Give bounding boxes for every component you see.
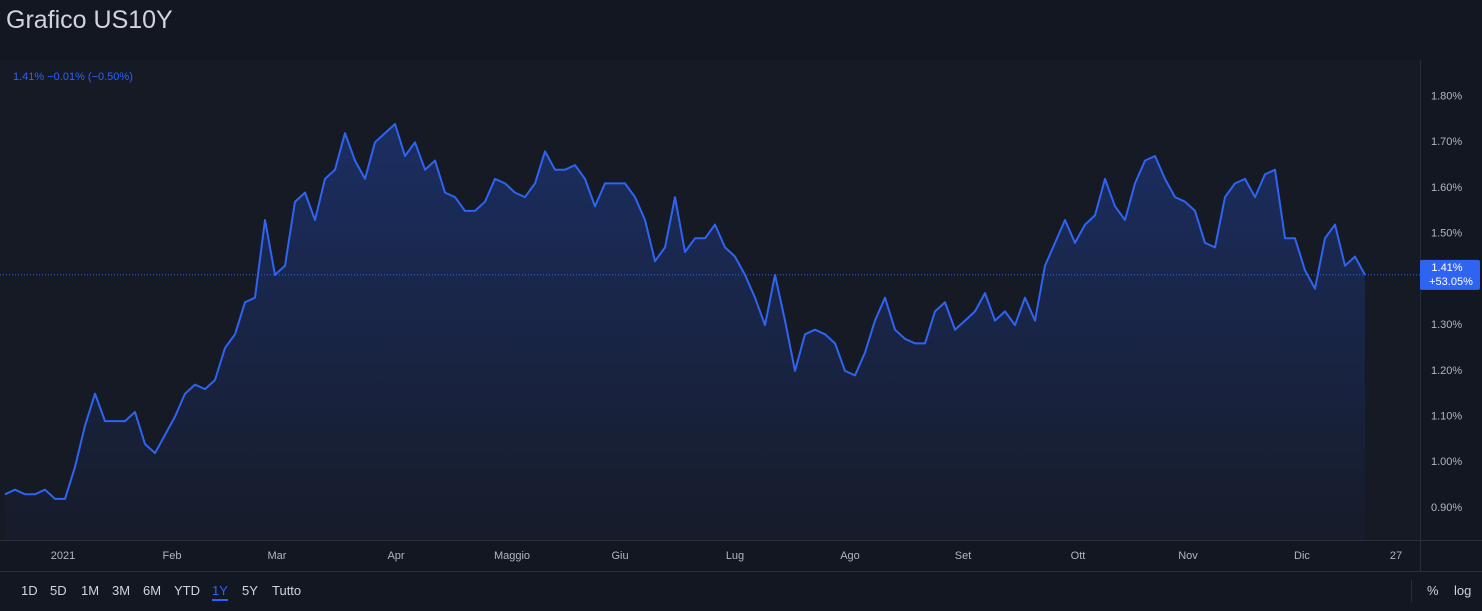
- x-tick-label: Mar: [268, 550, 287, 562]
- toolbar: % log 1D 5D 1M 3M 6M YTD 1Y 5Y Tutto: [0, 571, 1482, 611]
- x-tick-label: 2021: [51, 550, 75, 562]
- x-tick-label: Apr: [387, 550, 404, 562]
- x-tick-label: Feb: [163, 550, 182, 562]
- x-tick-label: Maggio: [494, 550, 530, 562]
- y-tick-label: 1.50%: [1431, 228, 1462, 240]
- x-tick-label: Dic: [1294, 550, 1310, 562]
- y-tick-label: 1.60%: [1431, 182, 1462, 194]
- range-button[interactable]: 3M: [112, 583, 131, 598]
- price-axis-background: [1420, 60, 1482, 540]
- log-button[interactable]: log: [1454, 583, 1472, 598]
- range-button[interactable]: 1Y: [212, 583, 228, 601]
- chart: 1.41% −0.01% (−0.50%) 0.90% 1.00% 1.10% 1.2…: [0, 60, 1482, 571]
- range-button[interactable]: 6M: [143, 583, 162, 598]
- x-tick-label: Ott: [1071, 550, 1086, 562]
- y-tick-label: 1.20%: [1431, 365, 1462, 377]
- y-tick-label: 0.90%: [1431, 502, 1462, 514]
- y-tick-label: 1.10%: [1431, 410, 1462, 422]
- range-button[interactable]: 5Y: [242, 583, 258, 598]
- range-button[interactable]: Tutto: [272, 583, 302, 598]
- y-tick-label: 1.00%: [1431, 456, 1462, 468]
- percent-button[interactable]: %: [1427, 583, 1439, 598]
- range-button[interactable]: 5D: [50, 583, 67, 598]
- area: [5, 124, 1365, 540]
- x-tick-label: Nov: [1178, 550, 1198, 562]
- x-tick-label: Giu: [611, 550, 628, 562]
- quote-summary: 1.41% −0.01% (−0.50%): [13, 71, 133, 83]
- page-title: Grafico US10Y: [6, 6, 173, 34]
- range-button[interactable]: YTD: [174, 583, 200, 598]
- last-change-label: +53.05%: [1429, 276, 1473, 288]
- y-tick-label: 1.80%: [1431, 90, 1462, 102]
- x-tick-label: Set: [955, 550, 972, 562]
- x-tick-label: Lug: [726, 550, 744, 562]
- last-price-label: 1.41%: [1431, 262, 1462, 274]
- separator: [1411, 580, 1412, 602]
- x-tick-label: 27: [1390, 550, 1402, 562]
- y-tick-label: 1.70%: [1431, 136, 1462, 148]
- y-tick-label: 1.30%: [1431, 319, 1462, 331]
- x-tick-label: Ago: [840, 550, 860, 562]
- price-line: [4, 123, 1366, 500]
- range-button[interactable]: 1M: [81, 583, 100, 598]
- last-price-badge: [1420, 259, 1480, 290]
- range-button[interactable]: 1D: [21, 583, 38, 598]
